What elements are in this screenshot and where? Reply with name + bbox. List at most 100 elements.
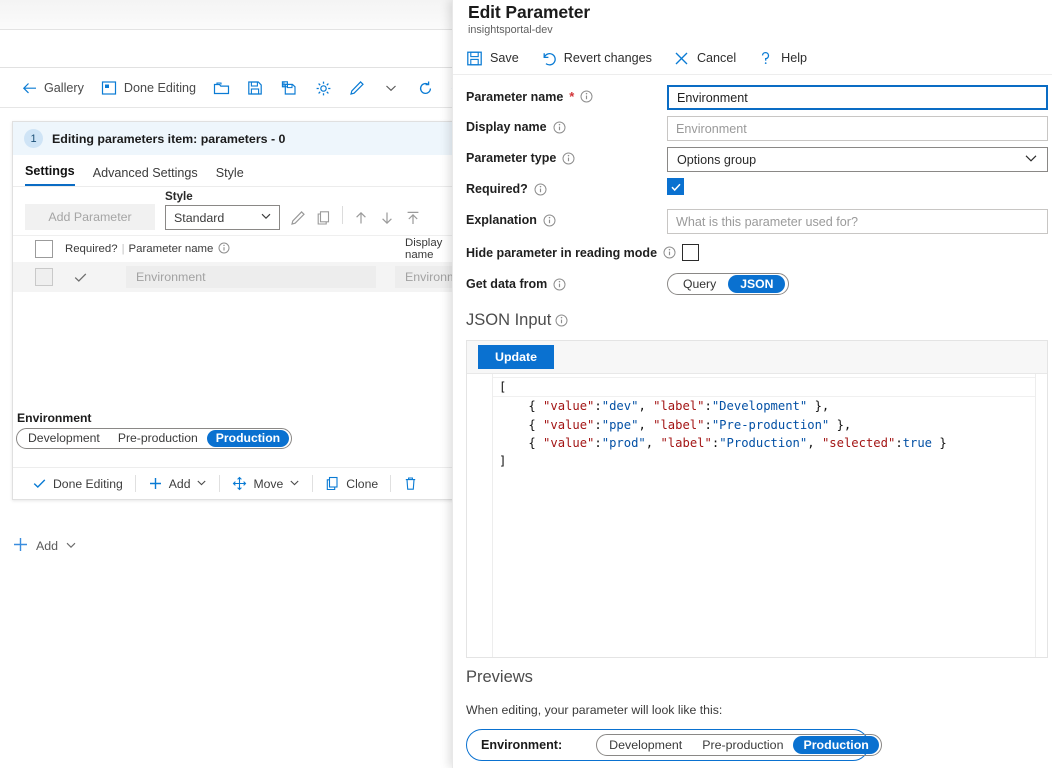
info-icon[interactable]	[543, 214, 556, 227]
required-row: Required?	[453, 177, 1052, 207]
done-editing-icon	[100, 79, 118, 97]
explanation-input[interactable]	[667, 209, 1048, 234]
preview-option-development[interactable]: Development	[609, 738, 683, 752]
display-name-input[interactable]	[667, 116, 1048, 141]
table-row[interactable]: Environment Environme	[13, 262, 570, 292]
page-title: Edit Parameter	[468, 2, 591, 22]
toolbar-save-button[interactable]	[238, 73, 272, 103]
edit-item-icon[interactable]	[290, 210, 306, 226]
hide-in-reading-mode-checkbox[interactable]	[682, 244, 700, 261]
toolbar-edit-button[interactable]	[340, 73, 374, 103]
info-icon[interactable]	[553, 278, 566, 291]
command-bar-divider	[453, 74, 1052, 75]
parameter-type-row: Parameter type Options group	[453, 146, 1052, 176]
option-pre-production[interactable]: Pre-production	[117, 431, 198, 445]
open-folder-icon	[212, 79, 230, 97]
json-code-text[interactable]: [ { "value":"dev", "label":"Development"…	[493, 374, 1047, 657]
move-icon	[232, 476, 247, 491]
back-arrow-icon	[20, 79, 38, 97]
info-icon[interactable]	[555, 314, 568, 327]
move-up-icon[interactable]	[353, 210, 369, 226]
panel-title: Editing parameters item: parameters - 0	[52, 131, 286, 146]
toolbar-save-as-button[interactable]	[272, 73, 306, 103]
tab-style[interactable]: Style	[215, 166, 244, 180]
row-select-checkbox[interactable]	[35, 268, 53, 286]
select-all-checkbox[interactable]	[35, 240, 53, 258]
footer-divider	[134, 475, 136, 492]
revert-changes-button[interactable]: Revert changes	[540, 50, 661, 67]
footer-add-button[interactable]: Add	[139, 476, 217, 491]
parameter-form: Parameter name * Display name	[453, 84, 1052, 305]
chevron-down-icon	[196, 477, 207, 491]
preview-option-pre-production[interactable]: Pre-production	[702, 738, 784, 752]
toolbar-refresh-button[interactable]	[408, 73, 442, 103]
parameter-name-control	[667, 85, 1048, 110]
toolbar-gallery-button[interactable]: Gallery	[12, 73, 92, 103]
style-select[interactable]: Standard	[165, 205, 280, 230]
tab-settings[interactable]: Settings	[25, 164, 75, 186]
parameter-type-select[interactable]: Options group	[667, 147, 1048, 172]
save-icon	[466, 50, 483, 67]
move-down-icon[interactable]	[379, 210, 395, 226]
toggle-option-json[interactable]: JSON	[728, 275, 786, 293]
info-icon[interactable]	[580, 90, 593, 103]
toolbar-done-editing-button[interactable]: Done Editing	[92, 73, 204, 103]
gear-icon	[314, 79, 332, 97]
info-icon[interactable]	[562, 152, 575, 165]
explanation-label: Explanation	[466, 213, 537, 227]
option-production[interactable]: Production	[206, 430, 290, 447]
check-icon	[32, 476, 47, 491]
footer-clone-button[interactable]: Clone	[316, 476, 387, 491]
check-icon	[73, 270, 88, 285]
cancel-button[interactable]: Cancel	[673, 50, 745, 67]
info-icon[interactable]	[663, 246, 676, 259]
footer-done-editing-button[interactable]: Done Editing	[23, 476, 132, 491]
parameter-name-row: Parameter name *	[453, 84, 1052, 114]
preview-parameter-label: Environment:	[481, 738, 563, 752]
move-to-top-icon[interactable]	[405, 210, 421, 226]
toolbar-edit-dropdown[interactable]	[374, 73, 408, 103]
pane-command-bar: Save Revert changes Cancel Help	[453, 44, 1052, 72]
tab-advanced-settings[interactable]: Advanced Settings	[92, 166, 198, 180]
update-button[interactable]: Update	[478, 345, 554, 369]
style-control: Style Standard	[165, 190, 280, 230]
help-button[interactable]: Help	[757, 50, 816, 67]
info-icon[interactable]	[553, 121, 566, 134]
preview-option-production[interactable]: Production	[793, 736, 879, 754]
add-item-button[interactable]: Add	[12, 536, 77, 556]
json-code-area[interactable]: [ { "value":"dev", "label":"Development"…	[467, 374, 1047, 657]
save-button[interactable]: Save	[466, 50, 528, 67]
footer-move-button[interactable]: Move	[223, 476, 309, 491]
toolbar-open-button[interactable]	[204, 73, 238, 103]
editor-gutter	[467, 374, 493, 657]
parameter-name-input[interactable]	[667, 85, 1048, 110]
hide-in-reading-mode-label-group: Hide parameter in reading mode	[466, 244, 700, 261]
column-divider: |	[121, 243, 125, 255]
hide-in-reading-mode-row: Hide parameter in reading mode	[453, 239, 1052, 269]
add-parameter-button[interactable]: Add Parameter	[25, 204, 155, 230]
explanation-row: Explanation	[453, 208, 1052, 238]
row-parameter-name[interactable]: Environment	[126, 266, 376, 288]
info-icon[interactable]	[534, 183, 547, 196]
add-item-label: Add	[36, 539, 59, 553]
info-icon[interactable]	[218, 242, 230, 257]
toolbar-settings-button[interactable]	[306, 73, 340, 103]
display-name-label: Display name	[466, 120, 547, 134]
refresh-icon	[416, 79, 434, 97]
copy-item-icon[interactable]	[316, 210, 332, 226]
required-checkbox[interactable]	[667, 178, 684, 195]
panel-empty-area	[13, 292, 463, 411]
editor-scrollbar[interactable]	[1035, 374, 1047, 657]
json-input-heading: JSON Input	[466, 311, 552, 329]
style-select-value: Standard	[174, 210, 225, 225]
footer-delete-button[interactable]	[394, 476, 433, 491]
panel-step-badge: 1	[24, 129, 43, 148]
toggle-option-query[interactable]: Query	[683, 277, 717, 291]
json-input-heading-group: JSON Input	[466, 311, 568, 330]
panel-tabs: Settings Advanced Settings Style	[13, 155, 463, 187]
option-development[interactable]: Development	[28, 431, 100, 445]
parameter-name-label: Parameter name	[466, 89, 564, 104]
editing-parameters-panel: 1 Editing parameters item: parameters - …	[12, 121, 570, 500]
hide-in-reading-mode-label: Hide parameter in reading mode	[466, 245, 658, 260]
undo-icon	[540, 50, 557, 67]
